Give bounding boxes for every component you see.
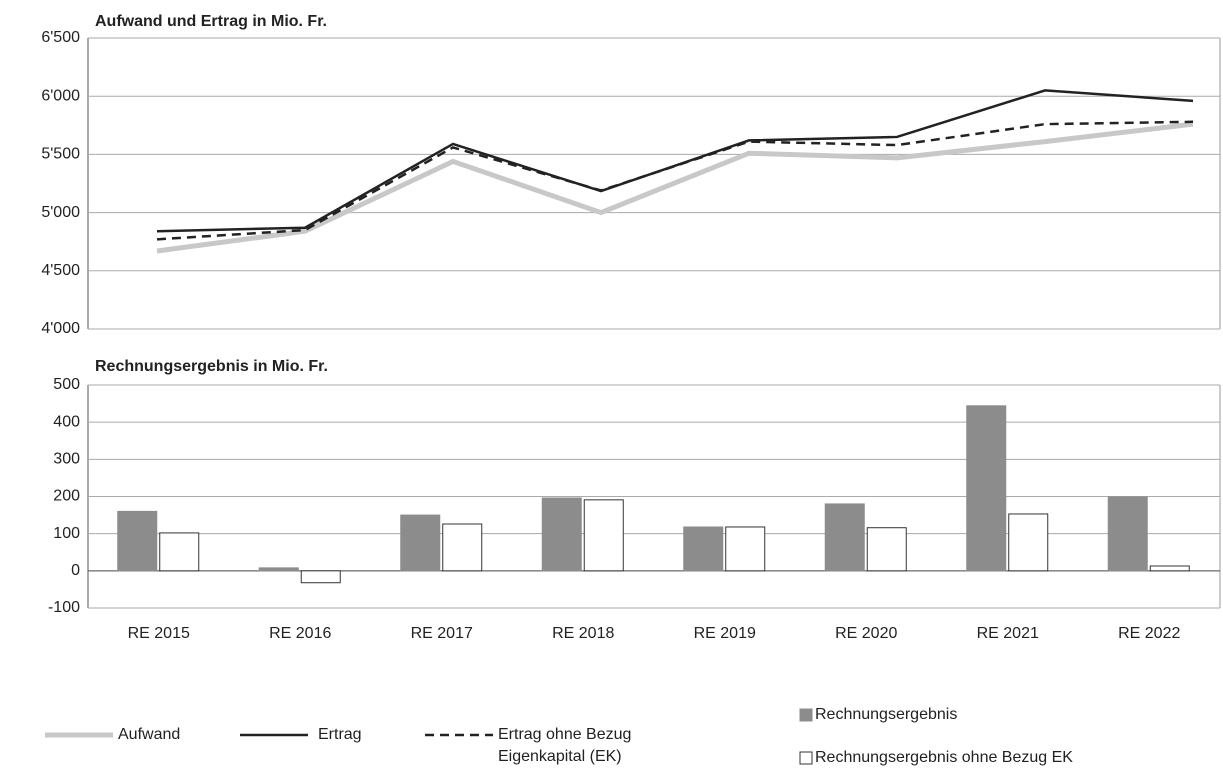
y-tick-label: 400 — [53, 413, 80, 430]
y-tick-label: 5'500 — [41, 146, 80, 163]
bar — [159, 532, 200, 572]
y-tick-label: 100 — [53, 525, 80, 542]
y-tick-label: 500 — [53, 376, 80, 393]
bar — [725, 526, 766, 572]
x-tick-label: RE 2021 — [977, 625, 1039, 642]
legend-swatch — [799, 751, 813, 765]
y-tick-label: 0 — [71, 562, 80, 579]
bar — [117, 510, 158, 572]
x-tick-label: RE 2019 — [694, 625, 756, 642]
line-series — [156, 121, 1194, 254]
bar — [1149, 565, 1190, 572]
chart-title: Aufwand und Ertrag in Mio. Fr. — [95, 13, 327, 30]
x-tick-label: RE 2020 — [835, 625, 897, 642]
bar — [824, 503, 865, 572]
legend-label: Ertrag ohne Bezug Eigenkapital (EK) — [498, 726, 632, 765]
x-tick-label: RE 2018 — [552, 625, 614, 642]
bar — [1107, 496, 1148, 572]
bar — [442, 523, 483, 572]
legend-label: Rechnungsergebnis — [815, 706, 958, 723]
legend-label: Ertrag — [318, 726, 362, 743]
line-series — [156, 89, 1194, 233]
x-tick-label: RE 2016 — [269, 625, 331, 642]
bar — [966, 405, 1007, 572]
y-tick-label: -100 — [48, 599, 80, 616]
y-tick-label: 300 — [53, 451, 80, 468]
y-tick-label: 4'500 — [41, 262, 80, 279]
bar — [258, 567, 299, 572]
chart-title: Rechnungsergebnis in Mio. Fr. — [95, 358, 328, 375]
y-tick-label: 5'000 — [41, 204, 80, 221]
y-tick-label: 6'500 — [41, 29, 80, 46]
y-tick-label: 4'000 — [41, 320, 80, 337]
y-tick-label: 6'000 — [41, 87, 80, 104]
bar — [400, 514, 441, 572]
x-tick-label: RE 2015 — [128, 625, 190, 642]
y-tick-label: 200 — [53, 488, 80, 505]
bar — [1008, 513, 1049, 572]
legend-label: Aufwand — [118, 726, 181, 743]
bar — [583, 499, 624, 572]
bar — [866, 527, 907, 572]
bar — [541, 497, 582, 572]
x-tick-label: RE 2017 — [411, 625, 473, 642]
legend-swatch — [799, 708, 813, 722]
legend-label: Rechnungsergebnis ohne Bezug EK — [815, 749, 1073, 766]
bar — [300, 570, 341, 584]
x-tick-label: RE 2022 — [1118, 625, 1180, 642]
bar — [683, 526, 724, 572]
line-series — [156, 120, 1194, 241]
